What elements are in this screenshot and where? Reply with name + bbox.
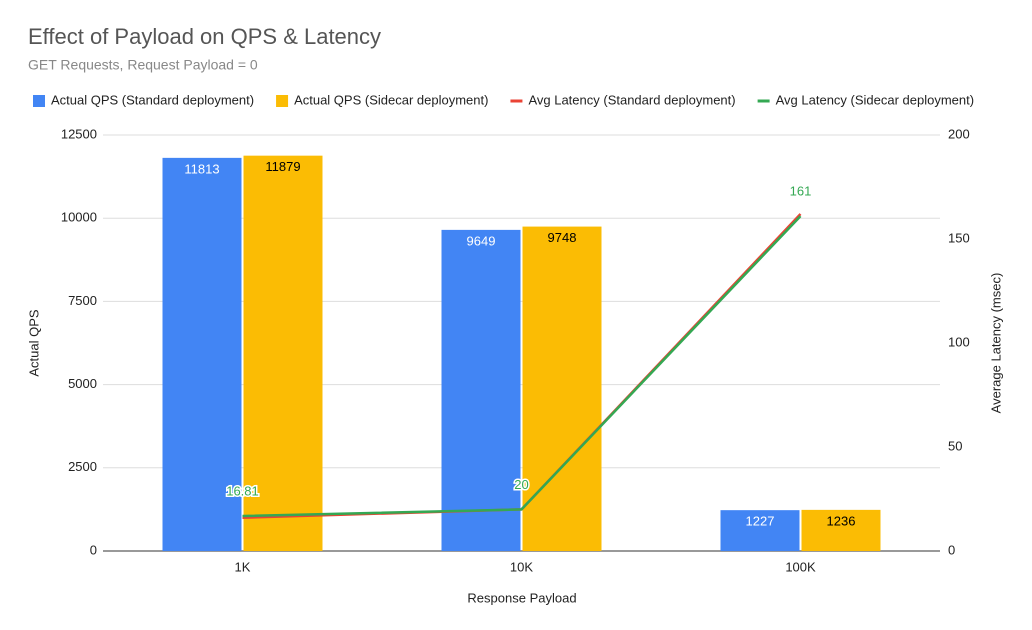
y-tick-label: 5000 [68, 376, 97, 391]
chart-subtitle: GET Requests, Request Payload = 0 [28, 57, 258, 73]
bar-label: 11813 [184, 161, 219, 176]
bar-label: 1227 [746, 514, 775, 529]
line [242, 215, 802, 518]
y2-tick-label: 100 [948, 334, 970, 349]
bar-label: 9649 [467, 233, 496, 248]
y-tick-label: 7500 [68, 293, 97, 308]
legend-label: Avg Latency (Sidecar deployment) [776, 92, 974, 107]
bar-label: 9748 [548, 230, 577, 245]
bar [441, 229, 521, 551]
bar-label: 1236 [827, 513, 856, 528]
x-tick-label: 1K [235, 559, 251, 574]
x-tick-label: 100K [785, 559, 816, 574]
legend-swatch [33, 95, 45, 107]
y-tick-label: 10000 [61, 210, 97, 225]
bar-label: 11879 [265, 159, 300, 174]
y2-tick-label: 0 [948, 542, 955, 557]
y2-tick-label: 200 [948, 126, 970, 141]
legend-label: Actual QPS (Standard deployment) [51, 92, 254, 107]
line-label: 20 [514, 477, 528, 492]
x-tick-label: 10K [510, 559, 533, 574]
bar [522, 226, 602, 552]
legend-swatch [276, 95, 289, 107]
y-tick-label: 12500 [61, 126, 97, 141]
y2-tick-label: 150 [948, 230, 970, 245]
x-axis-title: Response Payload [467, 590, 576, 605]
y-axis-title: Actual QPS [26, 309, 41, 377]
y-tick-label: 0 [90, 542, 97, 557]
legend-label: Actual QPS (Sidecar deployment) [294, 92, 488, 107]
y2-tick-label: 50 [948, 438, 962, 453]
chart-title: Effect of Payload on QPS & Latency [28, 24, 381, 49]
legend-label: Avg Latency (Standard deployment) [528, 92, 735, 107]
line-label: 161 [790, 184, 812, 199]
bar [243, 155, 323, 552]
y-tick-label: 2500 [68, 459, 97, 474]
line-label: 16.81 [226, 483, 259, 498]
bar [801, 509, 881, 551]
bar [162, 157, 242, 552]
bar [720, 510, 800, 551]
y2-axis-title: Average Latency (msec) [988, 273, 1003, 414]
